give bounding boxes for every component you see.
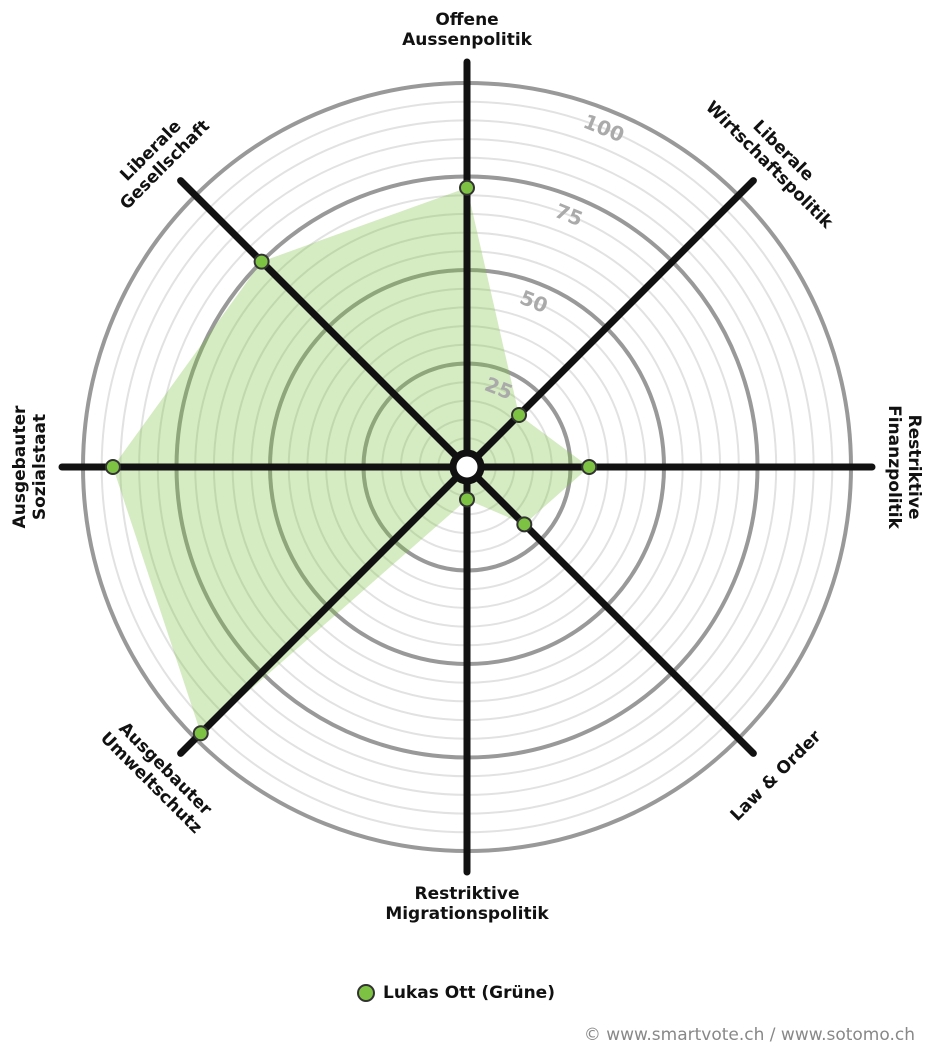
footer: © www.smartvote.ch / www.sotomo.ch: [584, 1025, 915, 1045]
area: [112, 187, 590, 734]
category-label: RestriktiveFinanzpolitik: [884, 405, 924, 529]
point: [459, 491, 475, 508]
point: [516, 516, 533, 533]
point: [511, 406, 528, 423]
hub: [449, 449, 485, 485]
legend-marker: [357, 984, 375, 1002]
axis-line: [463, 463, 757, 757]
legend-label: Lukas Ott (Grüne): [383, 983, 555, 1003]
category-label: AusgebauterSozialstaat: [10, 405, 50, 528]
axis-line: [177, 463, 471, 757]
category-label: Offene Aussenpolitik: [402, 10, 533, 50]
tick-label: 75: [551, 198, 586, 231]
point: [104, 459, 121, 475]
point: [253, 253, 270, 270]
tick-label: 50: [516, 285, 551, 318]
point: [581, 459, 598, 475]
point: [192, 725, 209, 742]
axis-line: [177, 177, 471, 471]
category-label: Restriktive Migrationspolitik: [385, 884, 549, 924]
point: [459, 179, 475, 196]
axis-line: [463, 177, 757, 471]
